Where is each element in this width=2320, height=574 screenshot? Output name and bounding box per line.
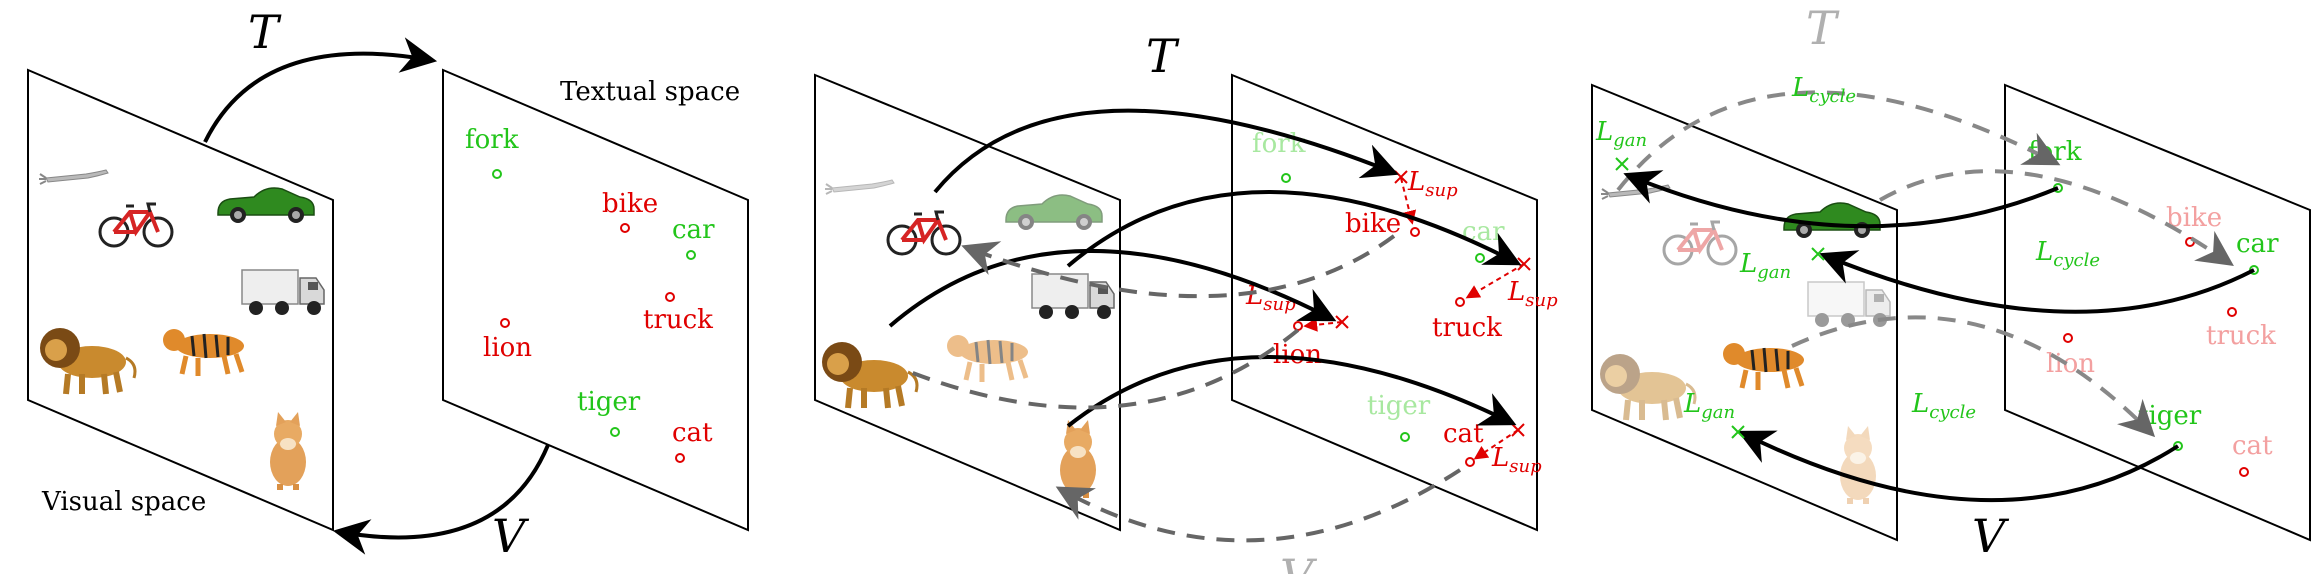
- arrow-V-dashed-3: [1055, 468, 1462, 543]
- gan-marker-3: [1731, 425, 1745, 439]
- word-lion: lion: [2046, 349, 2095, 379]
- point-lion: [2063, 333, 2073, 343]
- loss-cycle-2: Lcycle: [2035, 237, 2100, 271]
- arrow-cycle-3: [1791, 315, 2156, 438]
- word-fork: fork: [465, 125, 519, 155]
- point-lion: [500, 318, 510, 328]
- point-fork: [492, 169, 502, 179]
- arrow-V-car: [1819, 250, 2255, 314]
- arrow-V: [332, 444, 550, 555]
- visual-plane: [814, 73, 1121, 532]
- point-fork: [1281, 173, 1291, 183]
- visual-plane: [1591, 83, 1898, 542]
- word-lion: lion: [1273, 340, 1322, 370]
- loss-gan-1: Lgan: [1595, 117, 1647, 151]
- mapping-T-label: T: [248, 5, 282, 59]
- arrow-V-fork: [1623, 170, 2059, 229]
- word-truck: truck: [1432, 313, 1502, 343]
- point-cat: [1465, 457, 1475, 467]
- loss-cycle-3: Lcycle: [1911, 389, 1976, 423]
- point-tiger: [2173, 441, 2183, 451]
- loss-sup-cat: Lsup: [1491, 443, 1542, 477]
- textual-space-label: Textual space: [560, 77, 740, 107]
- point-truck: [2227, 307, 2237, 317]
- word-car: car: [672, 215, 715, 245]
- loss-gan-3: Lgan: [1683, 389, 1735, 423]
- arrow-cycle-2: [1879, 169, 2234, 267]
- loss-sup-truck: Lsup: [1507, 277, 1558, 311]
- arrow-T-bike: [933, 108, 1399, 194]
- sup-marker-lion: [1303, 315, 1349, 332]
- arrow-cycle-1: [1616, 90, 2061, 192]
- point-bike: [1410, 227, 1420, 237]
- gan-marker-1: [1615, 157, 1629, 171]
- panel-1: Visual space Textual space fork bike car…: [27, 5, 749, 563]
- word-cat: cat: [2232, 431, 2273, 461]
- textual-plane: [1231, 73, 1538, 532]
- point-cat: [675, 453, 685, 463]
- word-tiger: tiger: [2138, 401, 2202, 431]
- word-lion: lion: [483, 333, 532, 363]
- loss-sup-bike: Lsup: [1407, 167, 1458, 201]
- loss-cycle-1: Lcycle: [1791, 73, 1856, 107]
- visual-space-label: Visual space: [41, 487, 206, 517]
- word-truck: truck: [643, 305, 713, 335]
- point-truck: [1455, 297, 1465, 307]
- gan-marker-2: [1811, 247, 1825, 261]
- point-cat: [2239, 467, 2249, 477]
- arrow-T-cat: [1066, 355, 1517, 428]
- word-car: car: [1462, 217, 1505, 247]
- sup-marker-cat: [1473, 423, 1525, 460]
- word-cat: cat: [672, 418, 713, 448]
- word-truck: truck: [2206, 321, 2276, 351]
- mapping-T-label: T: [1806, 1, 1840, 55]
- word-bike: bike: [1345, 209, 1401, 239]
- mapping-V-label: V: [492, 509, 530, 563]
- point-tiger: [610, 427, 620, 437]
- point-bike: [620, 223, 630, 233]
- mapping-T-label: T: [1146, 29, 1180, 83]
- point-tiger: [1400, 432, 1410, 442]
- word-tiger: tiger: [577, 387, 641, 417]
- word-car: car: [2236, 229, 2279, 259]
- loss-gan-2: Lgan: [1739, 249, 1791, 283]
- arrow-T: [203, 37, 438, 143]
- arrow-V-dashed-2: [909, 328, 1300, 410]
- textual-plane: [442, 68, 749, 532]
- point-car: [686, 250, 696, 260]
- textual-plane: [2004, 83, 2311, 542]
- arrow-V-dashed-1: [961, 234, 1396, 299]
- arrow-V-tiger: [1737, 430, 2180, 503]
- panel-2: fork bike car truck lion tiger cat: [814, 29, 1558, 574]
- mapping-V-label: V: [1280, 549, 1318, 574]
- panel-3: fork bike car truck lion tiger cat Lgan …: [1591, 1, 2311, 563]
- point-truck: [665, 292, 675, 302]
- word-cat: cat: [1443, 419, 1484, 449]
- word-tiger: tiger: [1367, 391, 1431, 421]
- arrow-T-truck: [1066, 190, 1522, 268]
- mapping-V-label: V: [1972, 509, 2010, 563]
- word-bike: bike: [602, 189, 658, 219]
